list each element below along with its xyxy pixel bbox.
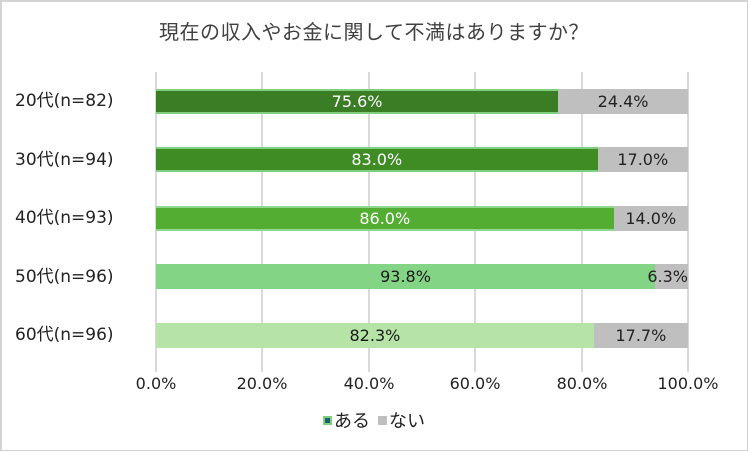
x-tick-label: 100.0% [657, 374, 719, 393]
legend-label-yes: ある [334, 411, 370, 432]
x-tick-label: 20.0% [236, 374, 288, 393]
bar-row-30s: 83.0% 17.0% [156, 147, 688, 172]
x-tick-label: 0.0% [135, 374, 177, 393]
bar-segment-no: 6.3% [647, 264, 688, 289]
bar-row-20s: 75.6% 24.4% [156, 89, 688, 114]
bar-segment-no: 17.0% [597, 147, 688, 172]
category-label-20s: 20代(n=82) [15, 91, 114, 111]
bar-segment-yes: 86.0% [156, 206, 614, 231]
x-tick-label: 40.0% [343, 374, 395, 393]
bar-segment-no: 14.0% [613, 206, 688, 231]
chart-title: 現在の収入やお金に関して不満はありますか？ [159, 20, 589, 44]
bar-row-40s: 86.0% 14.0% [156, 206, 688, 231]
category-label-40s: 40代(n=93) [15, 208, 114, 228]
legend-swatch-no-icon [378, 415, 387, 425]
bar-segment-yes: 75.6% [156, 89, 559, 114]
x-tick-label: 80.0% [556, 374, 608, 393]
x-tick-label: 60.0% [449, 374, 501, 393]
bar-segment-no: 17.7% [593, 323, 688, 348]
legend-item-no: ない [378, 407, 425, 433]
bar-segment-yes: 83.0% [156, 147, 598, 172]
legend-label-no: ない [389, 411, 425, 432]
bar-segment-yes: 93.8% [156, 264, 656, 289]
bar-segment-no: 24.4% [558, 89, 688, 114]
gridline [687, 72, 689, 372]
bar-segment-yes: 82.3% [156, 323, 594, 348]
category-label-30s: 30代(n=94) [15, 150, 114, 170]
bar-row-60s: 82.3% 17.7% [156, 323, 688, 348]
category-label-50s: 50代(n=96) [15, 267, 114, 287]
category-label-60s: 60代(n=96) [15, 325, 114, 345]
plot-area: 75.6% 24.4% 83.0% 17.0% 86.0% 14.0% 93.8… [155, 72, 689, 372]
legend-item-yes: ある [323, 407, 370, 433]
legend: ある ない [0, 407, 748, 433]
bar-row-50s: 93.8% 6.3% [156, 264, 688, 289]
legend-swatch-yes-icon [323, 415, 332, 425]
